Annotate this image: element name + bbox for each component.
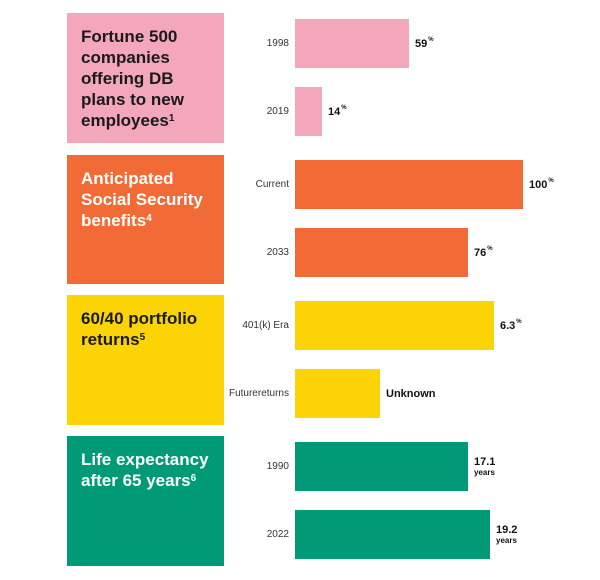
value-label: 17.1 years xyxy=(474,442,495,491)
bar xyxy=(295,87,322,136)
bar-row: 1998 59% xyxy=(230,19,590,68)
footnote-marker: 1 xyxy=(168,113,175,124)
bar-row: Current 100% xyxy=(230,160,590,209)
panel-title: Fortune 500 companies offering DB plans … xyxy=(81,26,212,131)
value-label: 14% xyxy=(328,87,347,136)
panel-title-text: Fortune 500 companies offering DB plans … xyxy=(81,27,184,130)
bar-row: 401(k) Era 6.3% xyxy=(230,301,590,350)
value-unit: % xyxy=(548,178,554,184)
panel-title: 60/40 portfolio returns5 xyxy=(81,308,212,350)
footnote-marker: 6 xyxy=(190,473,197,484)
value-number: 14 xyxy=(328,105,341,118)
panel-0: Fortune 500 companies offering DB plans … xyxy=(67,13,224,143)
value-label: 76% xyxy=(474,228,493,277)
value-number: 19.2 xyxy=(496,524,518,536)
value-label: 19.2 years xyxy=(496,510,517,559)
category-label: 401(k) Era xyxy=(242,320,289,331)
category-label: 1990 xyxy=(266,461,289,472)
value-label: 6.3% xyxy=(500,301,522,350)
panel-2: 60/40 portfolio returns5 xyxy=(67,295,224,425)
value-number: 59 xyxy=(415,37,428,50)
value-unit: % xyxy=(516,319,522,325)
value-label: Unknown xyxy=(386,369,436,418)
bar-row: Future returns Unknown xyxy=(228,369,590,418)
value-unit: % xyxy=(487,246,493,252)
bar-row: 2022 19.2 years xyxy=(230,510,590,559)
bar xyxy=(295,228,468,277)
value-number: Unknown xyxy=(386,387,436,400)
bar xyxy=(295,510,490,559)
bar-row: 2033 76% xyxy=(230,228,590,277)
bar xyxy=(295,19,409,68)
panel-title: Anticipated Social Security benefits4 xyxy=(81,168,212,231)
category-label: 1998 xyxy=(266,38,289,49)
value-unit: years xyxy=(474,468,495,477)
value-unit: years xyxy=(496,536,517,545)
category-label: 2033 xyxy=(266,247,289,258)
category-label: 2022 xyxy=(266,529,289,540)
value-number: 76 xyxy=(474,246,487,259)
category-label: Future returns xyxy=(228,369,289,418)
panel-title-text: Anticipated Social Security benefits xyxy=(81,169,203,230)
value-number: 100 xyxy=(529,178,548,191)
category-label: 2019 xyxy=(266,106,289,117)
panel-1: Anticipated Social Security benefits4 xyxy=(67,155,224,284)
bar xyxy=(295,369,380,418)
panel-title: Life expectancy after 65 years6 xyxy=(81,449,212,491)
bar xyxy=(295,160,523,209)
value-number: 17.1 xyxy=(474,456,496,468)
value-unit: % xyxy=(341,105,347,111)
bar-row: 2019 14% xyxy=(230,87,590,136)
panel-title-text: 60/40 portfolio returns xyxy=(81,309,198,349)
bar-row: 1990 17.1 years xyxy=(230,442,590,491)
bar xyxy=(295,442,468,491)
category-label-line: Future xyxy=(228,388,258,399)
category-label-line: returns xyxy=(257,388,289,399)
footnote-marker: 5 xyxy=(139,332,146,343)
value-label: 100% xyxy=(529,160,554,209)
value-unit: % xyxy=(428,37,434,43)
value-label: 59% xyxy=(415,19,434,68)
bar xyxy=(295,301,494,350)
value-number: 6.3 xyxy=(500,319,516,332)
panel-3: Life expectancy after 65 years6 xyxy=(67,436,224,566)
panel-title-text: Life expectancy after 65 years xyxy=(81,450,209,490)
footnote-marker: 4 xyxy=(146,213,152,224)
category-label: Current xyxy=(255,179,289,190)
